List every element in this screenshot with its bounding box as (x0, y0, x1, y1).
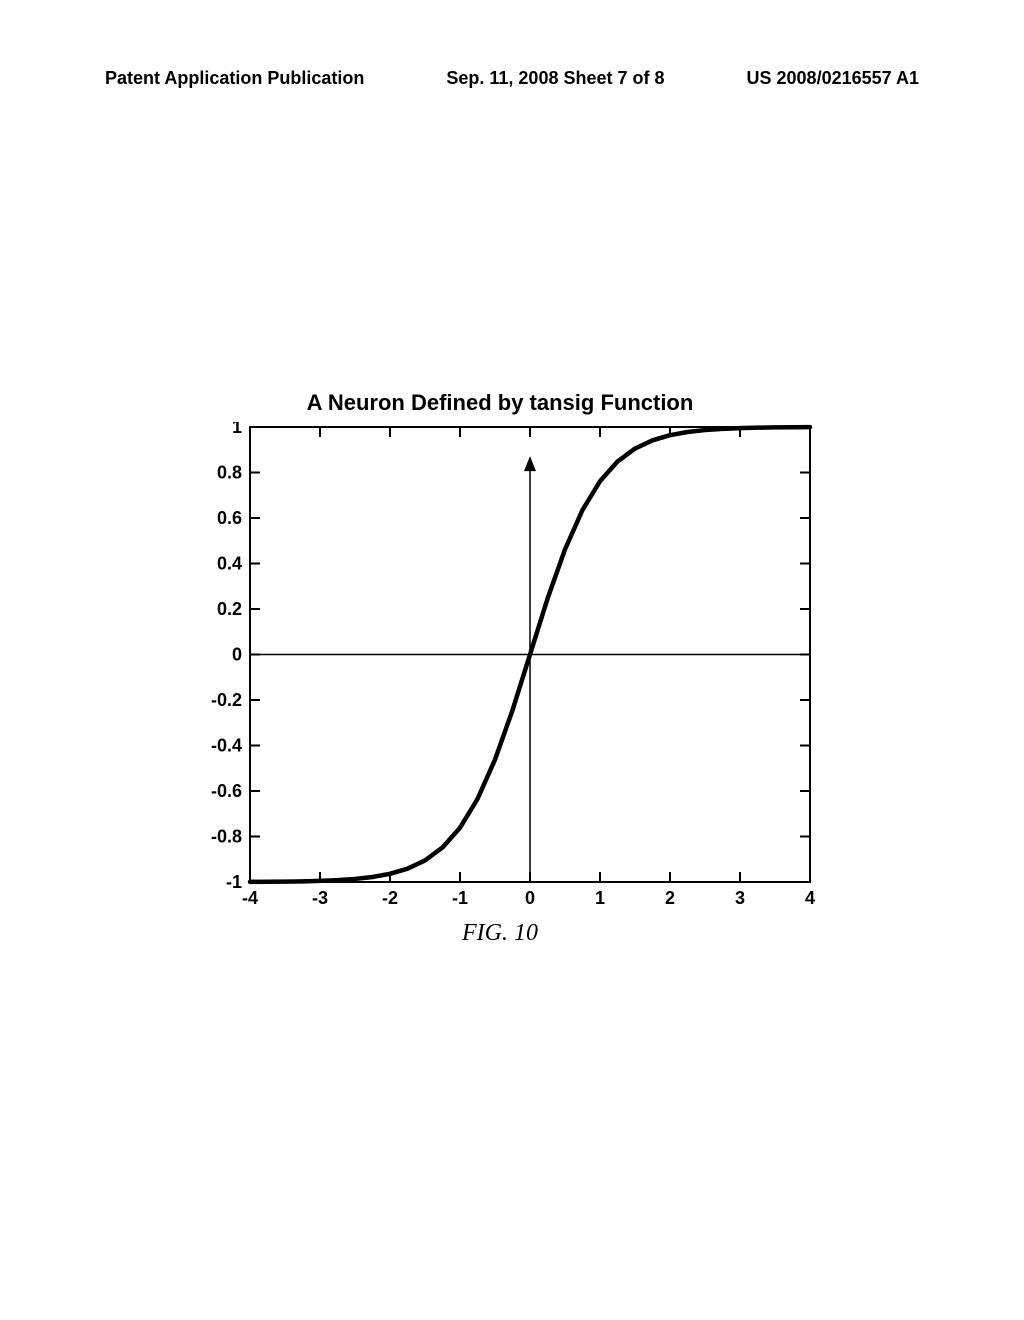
svg-text:-0.2: -0.2 (211, 690, 242, 710)
svg-text:0.6: 0.6 (217, 508, 242, 528)
svg-text:-1: -1 (226, 872, 242, 892)
svg-text:-3: -3 (312, 888, 328, 908)
svg-text:3: 3 (735, 888, 745, 908)
page-header: Patent Application Publication Sep. 11, … (0, 68, 1024, 89)
svg-text:1: 1 (595, 888, 605, 908)
svg-text:-1: -1 (452, 888, 468, 908)
chart-title: A Neuron Defined by tansig Function (180, 390, 820, 416)
header-left: Patent Application Publication (105, 68, 364, 89)
svg-text:0.4: 0.4 (217, 554, 242, 574)
svg-text:0.8: 0.8 (217, 463, 242, 483)
svg-text:2: 2 (665, 888, 675, 908)
svg-text:0: 0 (525, 888, 535, 908)
svg-text:0.2: 0.2 (217, 599, 242, 619)
figure-caption: FIG. 10 (180, 920, 820, 947)
svg-text:-0.4: -0.4 (211, 736, 242, 756)
chart-svg: -4 -3 -2 -1 0 1 2 3 4 -1 -0.8 -0.6 -0.4 -0.2 0 0.2 0.4 0.… (180, 422, 820, 912)
tansig-chart: A Neuron Defined by tansig Function -4 -3… (180, 390, 820, 947)
svg-text:-2: -2 (382, 888, 398, 908)
header-center: Sep. 11, 2008 Sheet 7 of 8 (446, 68, 664, 89)
svg-text:-0.6: -0.6 (211, 781, 242, 801)
svg-text:1: 1 (232, 422, 242, 437)
svg-text:-4: -4 (242, 888, 258, 908)
svg-text:0: 0 (232, 645, 242, 665)
svg-text:4: 4 (805, 888, 815, 908)
svg-text:-0.8: -0.8 (211, 827, 242, 847)
header-right: US 2008/0216557 A1 (747, 68, 919, 89)
